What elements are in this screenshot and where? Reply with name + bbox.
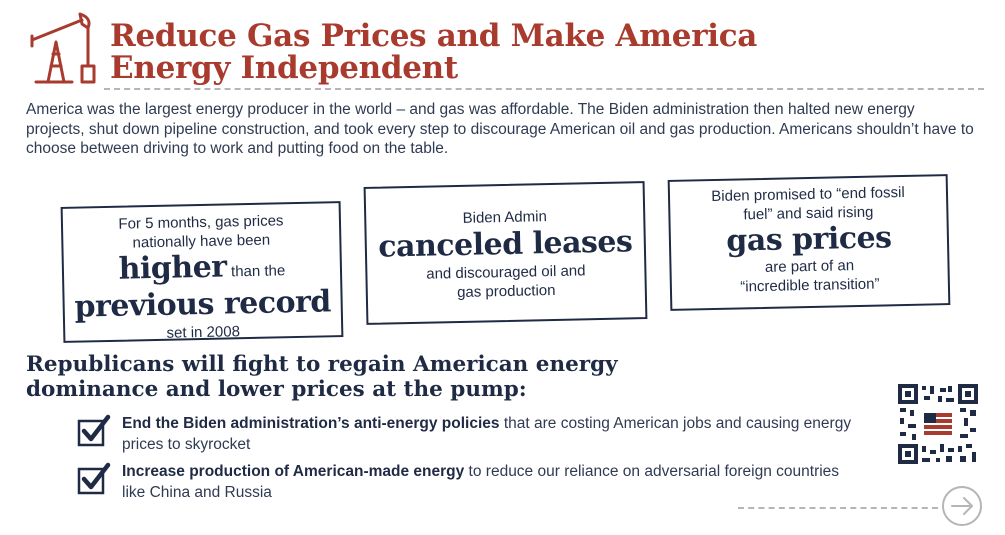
oil-pump-icon xyxy=(30,12,96,84)
fact-box-highlight: gas prices xyxy=(725,220,892,259)
fact-box-highlight: higher xyxy=(118,249,227,287)
fact-box-canceled-leases: Biden Admin canceled leases and discoura… xyxy=(363,181,648,325)
fact-box-record-prices: For 5 months, gas prices nationally have… xyxy=(60,201,344,343)
fact-box-text: than the xyxy=(230,262,286,281)
checklist-rest: that are costing American jobs and causi… xyxy=(122,415,852,453)
next-page-button[interactable] xyxy=(942,486,982,526)
fact-box-gas-prices: Biden promised to “end fossil fuel” and … xyxy=(667,174,951,311)
checklist-rest: to reduce our reliance on adversarial fo… xyxy=(122,463,840,501)
section-heading: Republicans will fight to regain America… xyxy=(26,352,618,402)
fact-box-highlight: previous record xyxy=(74,284,332,325)
checkbox-checked-icon xyxy=(77,462,111,495)
section-heading-line-2: dominance and lower prices at the pump: xyxy=(26,377,527,402)
qr-code-icon[interactable] xyxy=(898,384,978,464)
intro-paragraph: America was the largest energy producer … xyxy=(26,101,974,157)
checklist-bold: Increase production of American-made ene… xyxy=(122,463,465,480)
checklist-item: End the Biden administration’s anti-ener… xyxy=(76,413,856,455)
footer-divider xyxy=(738,507,938,509)
section-heading-line-1: Republicans will fight to regain America… xyxy=(26,352,618,377)
header-divider xyxy=(104,88,984,90)
arrow-right-icon xyxy=(951,497,973,515)
checklist-text: End the Biden administration’s anti-ener… xyxy=(122,413,856,455)
checklist-text: Increase production of American-made ene… xyxy=(122,461,856,503)
page-title: Reduce Gas Prices and Make America Energ… xyxy=(110,20,757,84)
title-line-1: Reduce Gas Prices and Make America xyxy=(110,18,758,54)
checkbox-checked-icon xyxy=(77,414,111,447)
title-line-2: Energy Independent xyxy=(110,50,458,86)
checklist-item: Increase production of American-made ene… xyxy=(76,461,856,503)
checklist-bold: End the Biden administration’s anti-ener… xyxy=(122,415,500,432)
fact-box-highlight: canceled leases xyxy=(377,224,633,265)
